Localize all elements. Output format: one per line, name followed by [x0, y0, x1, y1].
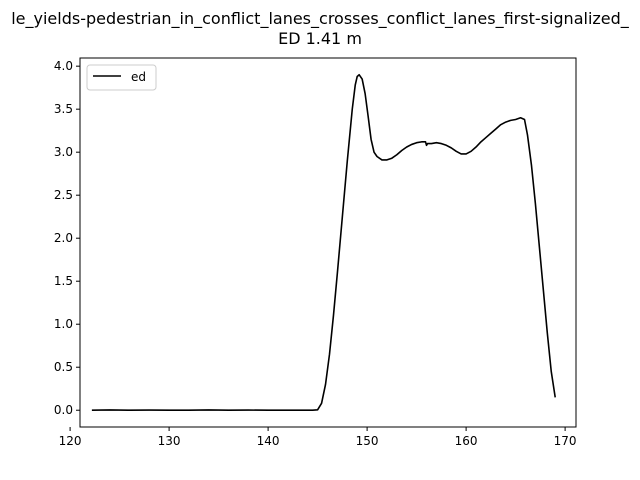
y-tick-label: 1.5 — [54, 274, 73, 288]
chart-title-line1: le_yields-pedestrian_in_conflict_lanes_c… — [11, 9, 630, 29]
series-ed-line — [91, 73, 557, 412]
x-tick-label: 150 — [356, 434, 379, 448]
y-tick-label: 2.0 — [54, 231, 73, 245]
y-tick-label: 2.5 — [54, 188, 73, 202]
x-tick-label: 120 — [59, 434, 82, 448]
y-tick-label: 0.5 — [54, 360, 73, 374]
legend-box — [86, 64, 157, 91]
x-tick-label: 170 — [554, 434, 577, 448]
legend-label-ed: ed — [131, 70, 146, 84]
y-tick-label: 1.0 — [54, 317, 73, 331]
y-axis: 0.0 0.5 1.0 1.5 2.0 2.5 3.0 3.5 4.0 — [54, 59, 80, 417]
y-tick-label: 0.0 — [54, 403, 73, 417]
y-tick-label: 3.0 — [54, 145, 73, 159]
legend: ed — [86, 64, 157, 91]
x-axis: 120 130 140 150 160 170 — [59, 427, 577, 448]
y-tick-label: 4.0 — [54, 59, 73, 73]
plot-area-frame — [79, 57, 577, 428]
x-tick-label: 140 — [257, 434, 280, 448]
x-tick-label: 160 — [455, 434, 478, 448]
y-tick-label: 3.5 — [54, 102, 73, 116]
x-tick-label: 130 — [158, 434, 181, 448]
chart-title-line2: ED 1.41 m — [278, 29, 362, 48]
